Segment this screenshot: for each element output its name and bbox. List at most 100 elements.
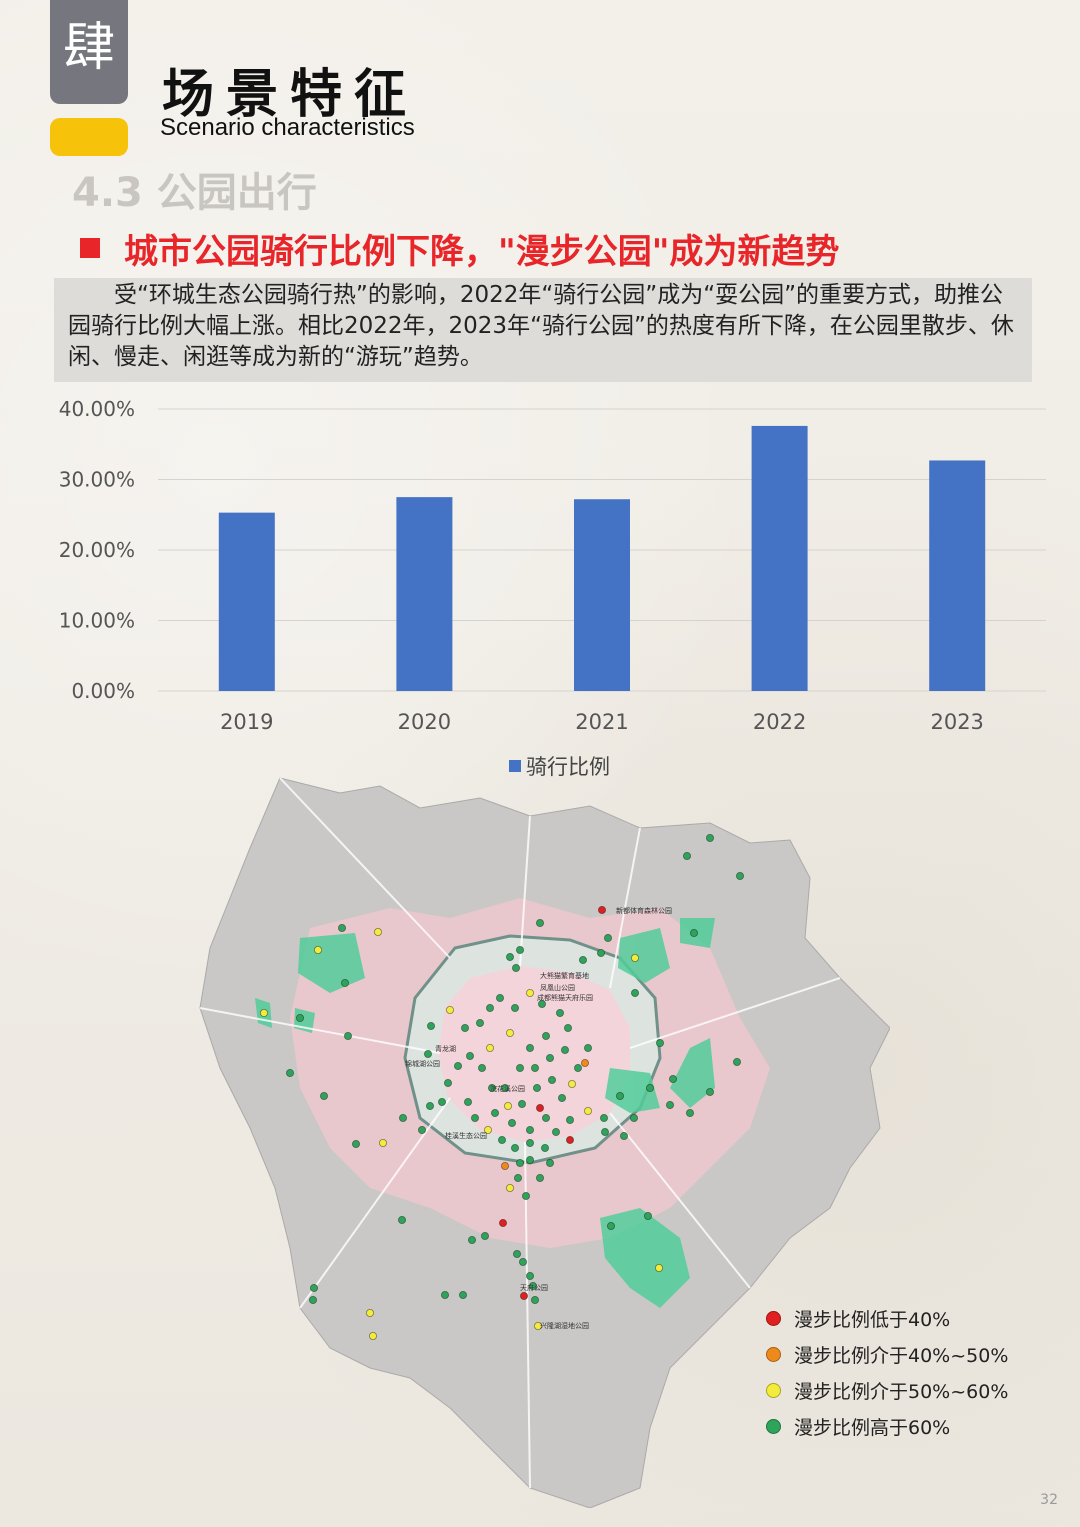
park-dot [643,1211,652,1220]
page-title: 场景特征 [162,64,419,125]
green-parks [255,918,715,1308]
legend-item-50-60: 漫步比例介于50%~60% [766,1372,1008,1408]
bullet-square-icon [80,238,100,258]
park-dot [425,1101,434,1110]
y-tick-label: 20.00% [59,538,135,562]
park-dot [495,993,504,1002]
park-dot [445,1005,454,1014]
bar [574,499,630,691]
park-dot [453,1061,462,1070]
park-label: 凤凰山公园 [540,983,575,992]
park-dot [573,1063,582,1072]
park-dot [565,1135,574,1144]
park-dot [511,963,520,972]
park-dot [314,945,323,954]
park-dot [437,1097,446,1106]
park-dot [500,1083,509,1092]
park-dot [423,1049,432,1058]
park-dot [475,1018,484,1027]
park-dot [547,1075,556,1084]
park-dot [630,953,639,962]
park-dot [507,1118,516,1127]
park-dots [260,834,745,1341]
park-dot [465,1051,474,1060]
park-dot [485,1003,494,1012]
park-dot [533,1322,542,1331]
page-title-english: Scenario characteristics [160,114,415,141]
y-tick-label: 30.00% [59,468,135,492]
y-tick-label: 40.00% [59,397,135,421]
y-tick-label: 0.00% [71,679,135,703]
park-dot [497,1135,506,1144]
legend-orange-dot-icon [766,1346,781,1362]
park-dot [665,1100,674,1109]
park-dot [596,948,605,957]
park-dot [512,1249,521,1258]
park-dot [477,1063,486,1072]
park-dot [567,1079,576,1088]
park-dot [560,1045,569,1054]
legend-label: 骑行比例 [526,755,610,779]
park-dot [736,872,745,881]
park-map: 新都体育森林公园大熊猫繁育基地凤凰山公园成都熊猫天府乐园青龙湖锦城湖公园桂溪生态… [199,777,890,1508]
legend-item-40-50: 漫步比例介于40%~50% [766,1336,1008,1372]
park-dot [685,1108,694,1117]
bar [929,460,986,691]
park-dot [319,1091,328,1100]
park-dot [286,1068,295,1077]
park-dot [733,1057,742,1066]
x-tick-label: 2022 [753,710,806,734]
chapter-badge: 肆 [50,0,128,104]
park-dot [260,1008,269,1017]
park-dot [599,1113,608,1122]
park-label: 新都体育森林公园 [616,906,672,915]
park-labels: 新都体育森林公园大熊猫繁育基地凤凰山公园成都熊猫天府乐园青龙湖锦城湖公园桂溪生态… [405,906,672,1330]
park-dot [668,1074,677,1083]
legend-label: 漫步比例高于60% [794,1416,951,1439]
park-dot [417,1125,426,1134]
park-dot [426,1021,435,1030]
park-dot [519,1292,528,1301]
park-dot [528,1282,537,1291]
subtitle-row: 城市公园骑行比例下降，"漫步公园"成为新趋势 [80,224,839,272]
park-dot [530,1296,539,1305]
park-dot [490,1108,499,1117]
park-dot [467,1235,476,1244]
park-dot [563,1023,572,1032]
park-dot [532,1083,541,1092]
park-dot [537,999,546,1008]
park-dot [619,1131,628,1140]
park-dot [525,988,534,997]
park-dot [525,1125,534,1134]
park-dot [498,1218,507,1227]
park-dot [578,955,587,964]
bar [751,425,808,691]
park-dot [530,1063,539,1072]
park-dot [460,1023,469,1032]
bar-chart: 0.00% 10.00% 20.00% 30.00% 40.00% 2019 2020 202… [59,397,1046,779]
legend-item-high: 漫步比例高于60% [766,1408,1008,1444]
park-dot [540,1143,549,1152]
park-dot [505,1028,514,1037]
park-dot [521,1191,530,1200]
legend-label: 漫步比例介于40%~50% [794,1344,1009,1367]
park-dot [365,1309,374,1318]
park-label: 成都熊猫天府乐园 [537,993,593,1002]
park-dot [535,918,544,927]
description-box: 受“环城生态公园骑行热”的影响，2022年“骑行公园”成为“耍公园”的重要方式，… [54,278,1032,382]
park-dot [682,852,691,861]
page-number: 32 [1040,1492,1058,1508]
park-dot [378,1138,387,1147]
roads [199,777,841,1489]
park-dot [480,1231,489,1240]
park-dot [503,1101,512,1110]
park-label: 青龙湖 [435,1044,456,1053]
park-dot [505,952,514,961]
park-dot [565,1115,574,1124]
map-legend: 漫步比例低于40% 漫步比例介于40%~50% 漫步比例介于50%~60% 漫步… [766,1300,1008,1444]
park-dot [706,1087,715,1096]
park-label: 浣花溪公园 [490,1084,525,1093]
park-dot [487,1083,496,1092]
park-label: 桂溪生态公园 [445,1131,487,1140]
y-tick-label: 10.00% [59,609,135,633]
